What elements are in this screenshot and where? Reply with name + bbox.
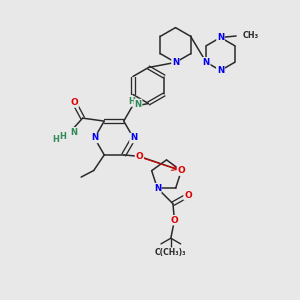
Text: CH₃: CH₃	[243, 32, 259, 40]
Text: H: H	[52, 135, 59, 144]
Text: N: N	[154, 184, 161, 193]
Text: N: N	[217, 33, 224, 42]
Text: N: N	[217, 66, 224, 75]
Text: H: H	[128, 97, 135, 106]
Text: O: O	[136, 152, 143, 161]
Text: C(CH₃)₃: C(CH₃)₃	[155, 248, 187, 257]
Text: O: O	[70, 98, 78, 107]
Text: O: O	[178, 166, 185, 175]
Text: H: H	[59, 132, 66, 141]
Text: N: N	[217, 66, 224, 75]
Text: N: N	[202, 58, 210, 67]
Text: O: O	[184, 191, 192, 200]
Text: N: N	[135, 100, 142, 109]
Text: N: N	[70, 128, 77, 137]
Text: O: O	[171, 216, 178, 225]
Text: N: N	[130, 134, 137, 142]
Text: N: N	[172, 58, 179, 67]
Text: N: N	[91, 134, 98, 142]
